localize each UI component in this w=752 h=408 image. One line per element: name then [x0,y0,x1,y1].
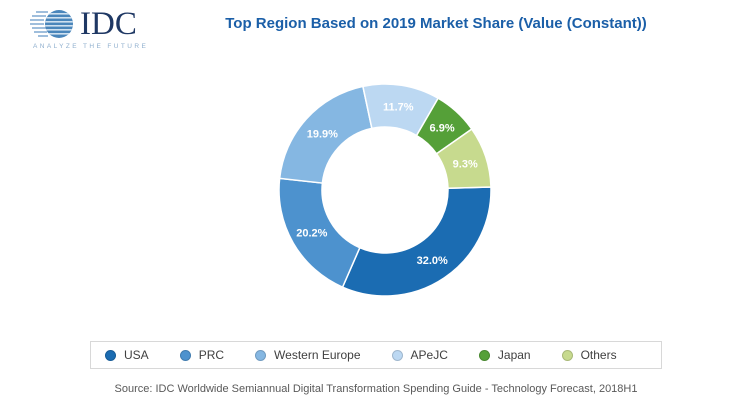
legend-label-japan: Japan [497,348,531,362]
source-text: Source: IDC Worldwide Semiannual Digital… [114,383,638,395]
legend-marker-apejc [391,349,403,361]
donut-slice-usa [341,186,492,297]
legend-marker-others [561,349,573,361]
donut-svg: 32.0% 20.2% 19.9% 11.7% 6.9% 9.3% [278,83,492,297]
legend-marker-prc [179,349,191,361]
legend-marker-western-europe [255,349,267,361]
legend-marker-usa [105,349,116,361]
legend-label-western-europe: Western Europe [274,348,361,362]
legend-item-prc: PRC [179,348,225,362]
legend-item-japan: Japan [478,348,531,362]
slice-label-others: 9.3% [453,158,478,170]
slice-label-apejc: 11.7% [383,102,414,114]
globe-icon [30,10,73,38]
slice-label-japan: 6.9% [430,123,455,135]
legend-label-prc: PRC [198,348,225,362]
chart-legend: USA PRC Western Europe APeJC Japan Other… [90,341,662,369]
legend-label-others: Others [580,348,617,362]
donut-chart: 32.0% 20.2% 19.9% 11.7% 6.9% 9.3% [273,78,497,302]
legend-label-apejc: APeJC [410,348,448,362]
idc-logo-tagline: ANALYZE THE FUTURE [33,43,149,50]
slice-label-usa: 32.0% [417,255,448,267]
idc-logo-text: IDC [80,6,137,42]
legend-marker-japan [478,349,490,361]
idc-logo: IDC ANALYZE THE FUTURE [30,6,170,50]
slice-label-western-europe: 19.9% [307,128,338,140]
slice-label-prc: 20.2% [296,227,327,239]
legend-item-others: Others [561,348,617,362]
legend-item-usa: USA [105,348,149,362]
legend-item-apejc: APeJC [391,348,448,362]
chart-title: Top Region Based on 2019 Market Share (V… [225,15,647,32]
legend-label-usa: USA [124,348,149,362]
donut-slice-others [435,128,492,190]
legend-item-western-europe: Western Europe [255,348,361,362]
